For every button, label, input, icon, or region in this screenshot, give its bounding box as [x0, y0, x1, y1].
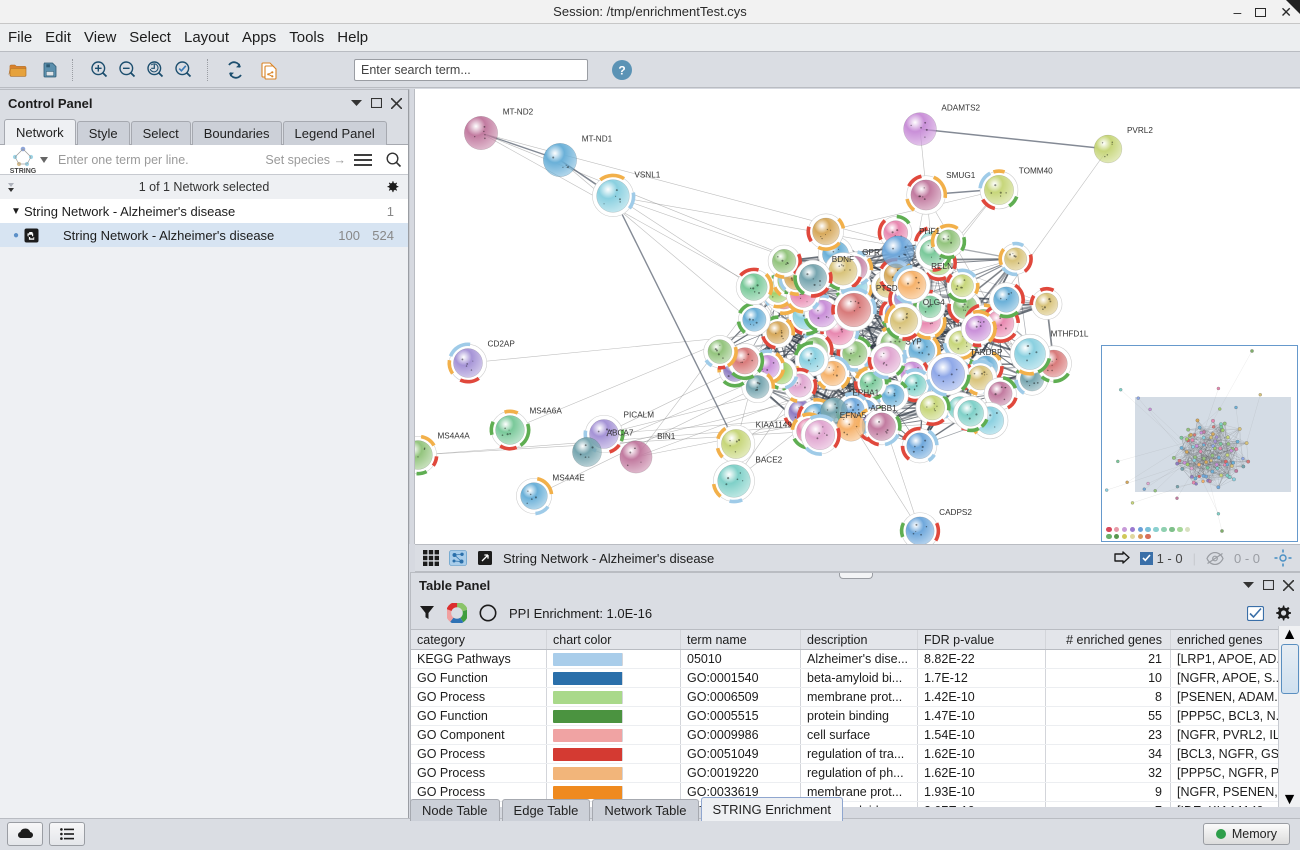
svg-text:PVRL2: PVRL2 — [1127, 126, 1153, 135]
svg-text:MS4A6A: MS4A6A — [529, 407, 562, 416]
svg-text:CADPS2: CADPS2 — [939, 508, 972, 517]
svg-text:ADAMTS2: ADAMTS2 — [941, 104, 980, 113]
svg-text:BIN1: BIN1 — [657, 432, 676, 441]
svg-text:RELN: RELN — [931, 262, 953, 271]
svg-text:TOMM40: TOMM40 — [1019, 166, 1053, 175]
svg-text:OLG4: OLG4 — [923, 298, 945, 307]
svg-text:TARDBP: TARDBP — [970, 348, 1003, 357]
svg-text:SMUG1: SMUG1 — [946, 171, 976, 180]
svg-text:KIAA1149: KIAA1149 — [756, 420, 793, 429]
svg-text:PTSD: PTSD — [876, 284, 898, 293]
svg-text:BACE2: BACE2 — [755, 456, 782, 465]
svg-text:MTHFD1L: MTHFD1L — [1051, 329, 1089, 338]
svg-text:CD2AP: CD2AP — [488, 339, 516, 348]
svg-text:GPR: GPR — [862, 248, 880, 257]
svg-text:?: ? — [618, 64, 625, 78]
svg-text:APBB1: APBB1 — [870, 404, 897, 413]
svg-text:MS4A4A: MS4A4A — [437, 432, 470, 441]
svg-text:MT-ND2: MT-ND2 — [503, 107, 534, 116]
svg-text:VSNL1: VSNL1 — [634, 171, 660, 180]
svg-text:EFNA5: EFNA5 — [840, 411, 867, 420]
svg-text:BDNF: BDNF — [832, 255, 854, 264]
svg-text:MS4A4E: MS4A4E — [552, 474, 585, 483]
svg-text:EPHA1: EPHA1 — [852, 389, 879, 398]
svg-text:PICALM: PICALM — [624, 410, 655, 419]
svg-text:ABCA7: ABCA7 — [607, 428, 634, 437]
svg-text:MT-ND1: MT-ND1 — [582, 134, 613, 143]
svg-text:PHF1: PHF1 — [919, 227, 940, 236]
